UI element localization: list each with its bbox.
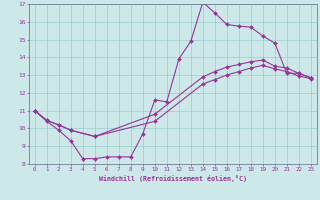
X-axis label: Windchill (Refroidissement éolien,°C): Windchill (Refroidissement éolien,°C) xyxy=(99,175,247,182)
